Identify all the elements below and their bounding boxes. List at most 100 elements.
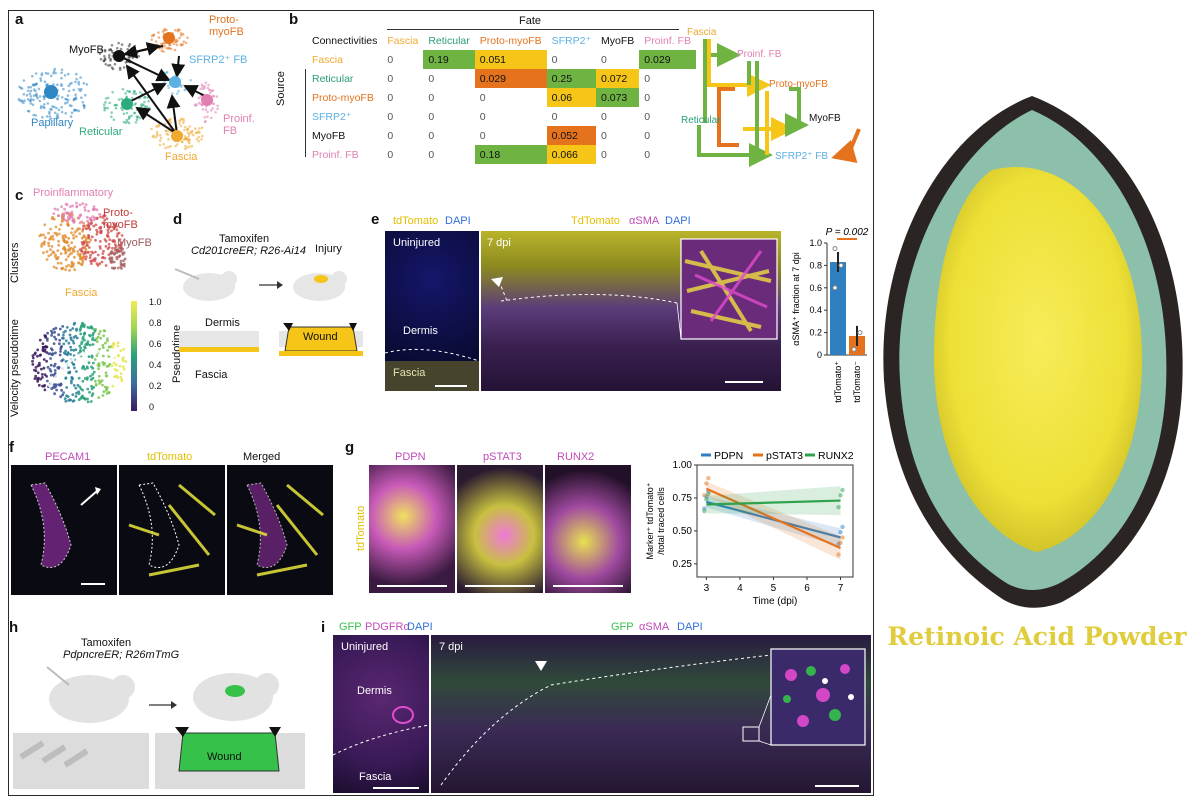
data-point bbox=[838, 493, 843, 498]
f-image-merged bbox=[227, 465, 333, 595]
legend-label: pSTAT3 bbox=[766, 450, 803, 462]
panel-label-a: a bbox=[15, 11, 24, 28]
data-point bbox=[840, 487, 845, 493]
table-cell: 0.073 bbox=[596, 88, 640, 107]
cluster-centroids bbox=[44, 32, 213, 142]
column-header: MyoFB bbox=[601, 34, 635, 47]
table-cell: 0 bbox=[551, 110, 558, 123]
column-header: SFRP2⁺ bbox=[551, 34, 591, 47]
plot-frame bbox=[696, 464, 854, 578]
panel-label-c: c bbox=[15, 187, 24, 204]
table-cell: 0 bbox=[479, 110, 486, 123]
pseudotime-umaps bbox=[31, 201, 128, 404]
y-tick-label: 0.25 bbox=[673, 559, 693, 570]
table-cell: 0.06 bbox=[546, 88, 596, 107]
table-row: SFRP2⁺ 0 0 0 0 0 0 bbox=[307, 107, 696, 126]
data-point bbox=[838, 540, 843, 545]
data-point bbox=[838, 530, 843, 535]
p-value: P = 0.002 bbox=[826, 227, 869, 238]
i-left-header-b: PDGFRα bbox=[365, 621, 410, 633]
row-label: Proto-myoFB bbox=[312, 91, 374, 104]
table-cell: 0.25 bbox=[546, 69, 596, 88]
pseudotime-colorbar bbox=[131, 301, 137, 411]
x-tick-label: 4 bbox=[737, 583, 743, 594]
figure-panel: a b c d e f g h i bbox=[8, 10, 874, 796]
y-axis-label: /total traced cells bbox=[656, 487, 666, 555]
y-tick-label: 0.2 bbox=[809, 328, 822, 338]
h-genotype: PdpncreER; R26mTmG bbox=[63, 649, 180, 661]
panel-label-i: i bbox=[321, 619, 326, 636]
data-point bbox=[851, 346, 857, 352]
i-scale-bar-left bbox=[373, 787, 419, 789]
table-corner: Connectivities bbox=[312, 34, 378, 47]
e-dermis-label: Dermis bbox=[403, 325, 438, 337]
cluster-label-proto: Proto- myoFB bbox=[209, 14, 244, 38]
table-cell: 0 bbox=[428, 148, 435, 161]
g-image-runx2 bbox=[545, 465, 631, 593]
table-cell: 0.19 bbox=[423, 50, 475, 69]
fate-header: Fate bbox=[519, 15, 542, 27]
x-tick-label: 7 bbox=[838, 583, 844, 594]
g-title-0: PDPN bbox=[395, 451, 426, 463]
row-label: Fascia bbox=[312, 53, 343, 66]
e-scale-bar-left bbox=[435, 385, 467, 387]
d-genotype: Cd201creER; R26-Ai14 bbox=[191, 245, 306, 257]
colorbar-tick: 0 bbox=[149, 402, 155, 412]
data-point bbox=[706, 475, 711, 481]
product-title: Retinoic Acid Powder bbox=[887, 622, 1187, 651]
c-label-clusters: Clusters bbox=[9, 242, 21, 283]
i-fascia-label: Fascia bbox=[359, 771, 392, 783]
f-image-pecam1 bbox=[11, 465, 117, 595]
legend-label: PDPN bbox=[714, 450, 743, 462]
table-cell: 0.072 bbox=[596, 69, 640, 88]
flow-label-proto: Proto-myoFB bbox=[769, 79, 828, 90]
table-cell: 0 bbox=[644, 148, 651, 161]
cluster-label-sfrp2: SFRP2⁺ FB bbox=[189, 54, 248, 66]
i-left-header-a: GFP bbox=[339, 621, 362, 633]
g-title-2: RUNX2 bbox=[557, 451, 595, 463]
i-uninjured-image: Uninjured Dermis Fascia bbox=[333, 635, 429, 793]
table-cell: 0 bbox=[387, 110, 394, 123]
table-cell: 0 bbox=[387, 53, 394, 66]
g-line-chart: 1.00 0.75 0.50 0.25 3 4 5 6 7 PDPN pSTAT3 RUNX2 Time… bbox=[645, 450, 854, 607]
e-right-header-c: DAPI bbox=[665, 215, 691, 227]
f-scale-bar bbox=[81, 583, 105, 585]
e-fascia-label: Fascia bbox=[393, 367, 426, 379]
y-tick-label: 0.75 bbox=[673, 493, 693, 504]
data-point bbox=[702, 493, 707, 498]
panel-label-e: e bbox=[371, 211, 380, 228]
table-row: MyoFB 0 0 0 0.052 0 0 bbox=[307, 126, 696, 145]
colorbar-tick: 1.0 bbox=[149, 297, 162, 307]
e-left-header-a: tdTomato bbox=[393, 215, 439, 227]
flow-label-reticular: Reticular bbox=[681, 115, 721, 126]
d-wound: Wound bbox=[303, 331, 338, 343]
table-cell: 0 bbox=[387, 91, 394, 104]
table-cell: 0.18 bbox=[474, 145, 547, 164]
e-scale-bar-right bbox=[725, 381, 763, 383]
data-point bbox=[704, 481, 709, 486]
table-cell: 0.029 bbox=[474, 69, 547, 88]
e-uninjured-label: Uninjured bbox=[393, 237, 441, 249]
connectivity-table: Connectivities Fascia Reticular Proto-myoFB… bbox=[307, 31, 696, 164]
data-point bbox=[836, 552, 841, 557]
h-wound: Wound bbox=[207, 751, 242, 763]
d-injury: Injury bbox=[315, 243, 342, 255]
e-left-header-b: DAPI bbox=[445, 215, 471, 227]
e-uninjured-image: Uninjured Dermis Fascia bbox=[385, 231, 479, 391]
column-header: Reticular bbox=[428, 34, 470, 47]
f-title-0: PECAM1 bbox=[45, 451, 91, 463]
i-dpi-label: 7 dpi bbox=[439, 641, 463, 653]
i-dermis-label: Dermis bbox=[357, 685, 392, 697]
table-row: Reticular 0 0 0.029 0.25 0.072 0 bbox=[307, 69, 696, 88]
column-header: Proto-myoFB bbox=[479, 34, 542, 47]
row-label: SFRP2⁺ bbox=[312, 110, 352, 123]
table-cell: 0 bbox=[428, 91, 435, 104]
table-cell: 0.066 bbox=[546, 145, 596, 164]
panel-label-b: b bbox=[289, 11, 299, 28]
c-label-velocity: Velocity pseudotime bbox=[9, 319, 21, 417]
table-cell: 0 bbox=[644, 110, 651, 123]
table-cell: 0 bbox=[644, 129, 651, 142]
colorbar-tick: 0.6 bbox=[149, 339, 162, 349]
retinoic-acid-bowl-image bbox=[883, 96, 1183, 608]
table-cell: 0.052 bbox=[546, 126, 596, 145]
